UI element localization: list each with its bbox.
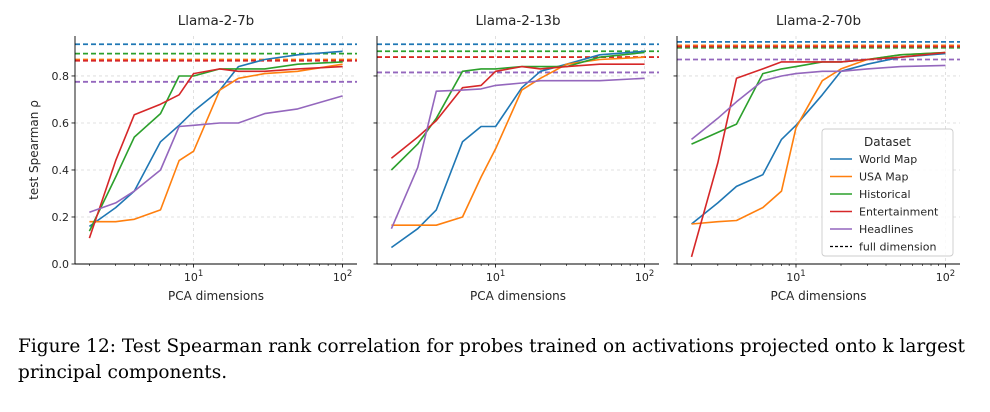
series-line-entertainment — [88, 65, 343, 239]
series-line-world-map — [390, 50, 645, 249]
legend-label: Headlines — [859, 223, 914, 236]
x-axis-label: PCA dimensions — [168, 289, 264, 303]
y-tick-label: 0.0 — [52, 258, 70, 271]
series-line-usa-map — [391, 56, 645, 226]
series-line-headlines — [89, 95, 343, 214]
series-line-historical — [88, 61, 343, 232]
series-line-historical — [390, 51, 645, 171]
panel-1: 0.0 0.2 0.4 0.6 0.8 Llama-2-7b PCA dimensions t… — [27, 13, 357, 303]
y-tick-label: 0.4 — [52, 164, 70, 177]
panel-title: Llama-2-70b — [776, 13, 861, 29]
series-line-usa-map — [89, 63, 343, 223]
panel-3: Llama-2-70b PCA dimensions — [673, 13, 960, 303]
x-axis-label: PCA dimensions — [770, 289, 866, 303]
y-tick-label: 0.2 — [52, 211, 70, 224]
figure-caption: Figure 12: Test Spearman rank correlatio… — [18, 336, 965, 383]
legend-box — [821, 128, 954, 257]
legend-label: USA Map — [859, 171, 908, 184]
y-axis-label: test Spearman ρ — [27, 100, 41, 200]
series-line-entertainment — [390, 63, 645, 159]
legend-label: Historical — [859, 188, 911, 201]
legend: Dataset World Map USA Map Historical Enterta… — [821, 128, 954, 257]
legend-label: Entertainment — [859, 206, 939, 219]
x-tick-label: 101 — [486, 269, 505, 284]
legend-label: World Map — [859, 153, 917, 166]
y-tick-label: 0.6 — [52, 117, 70, 130]
series-line-headlines — [390, 77, 645, 230]
x-tick-label: 102 — [635, 269, 654, 284]
series-line-headlines — [690, 64, 946, 141]
x-tick-label: 102 — [333, 269, 352, 284]
panel-title: Llama-2-7b — [178, 13, 254, 29]
x-axis-label: PCA dimensions — [470, 289, 566, 303]
series-line-world-map — [88, 50, 343, 228]
x-tick-label: 102 — [936, 269, 955, 284]
x-tick-label: 101 — [786, 269, 805, 284]
chart-svg: 0.0 0.2 0.4 0.6 0.8 Llama-2-7b PCA dimensions t… — [27, 13, 960, 303]
y-tick-label: 0.8 — [52, 70, 70, 83]
panel-title: Llama-2-13b — [475, 13, 560, 29]
legend-label: full dimension — [859, 241, 936, 254]
x-tick-label: 101 — [184, 269, 203, 284]
figure: 0.0 0.2 0.4 0.6 0.8 Llama-2-7b PCA dimensions t… — [27, 13, 960, 303]
legend-title: Dataset — [864, 135, 911, 149]
panel-2: Llama-2-13b PCA dimensions — [373, 13, 659, 303]
series-line-world-map — [690, 52, 946, 225]
